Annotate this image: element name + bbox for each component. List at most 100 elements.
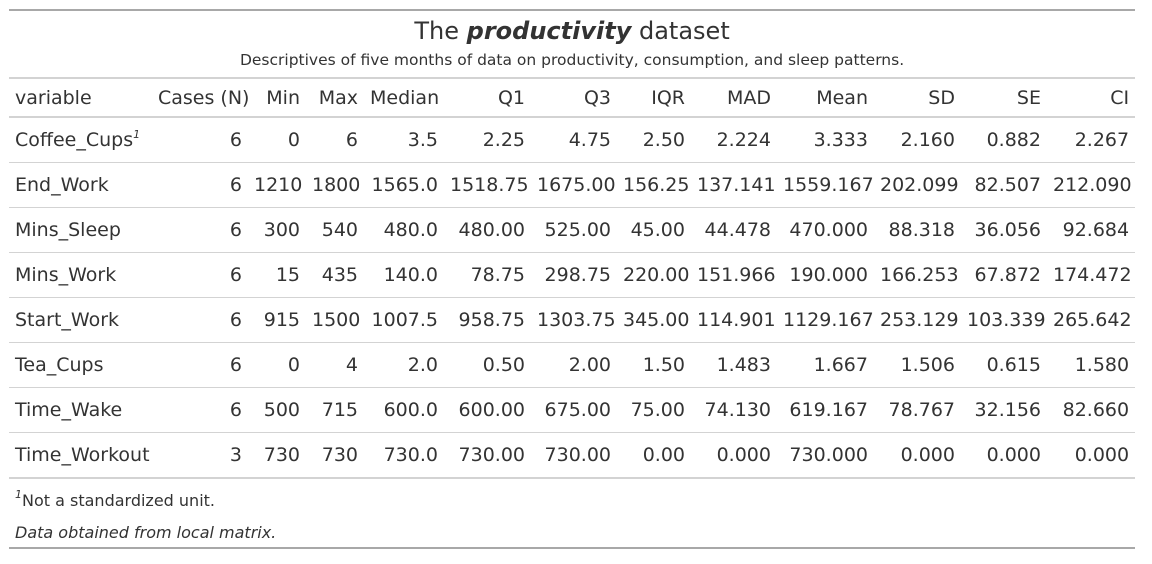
variable-cell: Mins_Work [9,252,152,298]
value-cell: 6 [306,117,364,163]
value-cell: 1.50 [617,342,691,388]
value-cell: 1.506 [874,342,961,388]
table-row: Tea_Cups 6 0 4 2.0 0.50 2.00 1.50 1.483 1.667 1.50… [9,342,1136,388]
table-body: Coffee_Cups1 6 0 6 3.5 2.25 4.75 2.50 2.224 3.333… [9,117,1136,479]
value-cell: 3.333 [777,117,874,163]
value-cell: 212.090 [1047,162,1136,208]
value-cell: 1007.5 [364,297,444,343]
table-subtitle: Descriptives of five months of data on p… [9,47,1136,79]
value-cell: 300 [248,207,306,253]
column-header: IQR [617,78,691,118]
value-cell: 730 [248,432,306,479]
value-cell: 74.130 [691,387,777,433]
value-cell: 174.472 [1047,252,1136,298]
value-cell: 1500 [306,297,364,343]
value-cell: 6 [152,117,248,163]
value-cell: 0.000 [874,432,961,479]
value-cell: 730.00 [444,432,531,479]
value-cell: 1565.0 [364,162,444,208]
variable-cell: Mins_Sleep [9,207,152,253]
table-title: The productivity dataset [9,9,1136,47]
column-header-row: variable Cases (N) Min Max Median Q1 Q3 … [9,78,1136,118]
value-cell: 2.00 [531,342,617,388]
value-cell: 1675.00 [531,162,617,208]
value-cell: 1303.75 [531,297,617,343]
column-header: Q1 [444,78,531,118]
descriptives-table: The productivity dataset Descriptives of… [9,9,1136,549]
value-cell: 0.00 [617,432,691,479]
value-cell: 253.129 [874,297,961,343]
column-header: Max [306,78,364,118]
value-cell: 480.0 [364,207,444,253]
value-cell: 15 [248,252,306,298]
variable-label: Mins_Sleep [15,219,121,241]
value-cell: 6 [152,297,248,343]
column-header: variable [9,78,152,118]
variable-cell: Coffee_Cups1 [9,117,152,163]
value-cell: 1.483 [691,342,777,388]
value-cell: 345.00 [617,297,691,343]
value-cell: 2.160 [874,117,961,163]
value-cell: 2.0 [364,342,444,388]
value-cell: 88.318 [874,207,961,253]
column-header: CI [1047,78,1136,118]
value-cell: 525.00 [531,207,617,253]
value-cell: 915 [248,297,306,343]
column-header: Min [248,78,306,118]
value-cell: 0.615 [961,342,1047,388]
value-cell: 730.000 [777,432,874,479]
source-note: Data obtained from local matrix. [9,517,1136,549]
value-cell: 36.056 [961,207,1047,253]
value-cell: 2.267 [1047,117,1136,163]
table-row: End_Work 6 1210 1800 1565.0 1518.75 1675.00 156… [9,162,1136,208]
gt-table-container: The productivity dataset Descriptives of… [9,9,1136,549]
table-row: Coffee_Cups1 6 0 6 3.5 2.25 4.75 2.50 2.224 3.333… [9,117,1136,163]
value-cell: 92.684 [1047,207,1136,253]
value-cell: 78.767 [874,387,961,433]
variable-label: Time_Workout [15,444,150,466]
table-row: Time_Wake 6 500 715 600.0 600.00 675.00 75.00 74… [9,387,1136,433]
value-cell: 1518.75 [444,162,531,208]
value-cell: 0.000 [691,432,777,479]
title-emphasis: productivity [466,17,632,45]
value-cell: 4.75 [531,117,617,163]
value-cell: 540 [306,207,364,253]
value-cell: 730.0 [364,432,444,479]
table-row: Mins_Work 6 15 435 140.0 78.75 298.75 220.00 151… [9,252,1136,298]
value-cell: 715 [306,387,364,433]
footnote: 1Not a standardized unit. [9,478,1135,517]
value-cell: 600.00 [444,387,531,433]
value-cell: 0.000 [961,432,1047,479]
value-cell: 6 [152,252,248,298]
value-cell: 4 [306,342,364,388]
value-cell: 619.167 [777,387,874,433]
value-cell: 6 [152,162,248,208]
variable-label: Time_Wake [15,399,123,421]
variable-label: Mins_Work [15,264,117,286]
variable-label: Coffee_Cups [15,129,134,151]
value-cell: 675.00 [531,387,617,433]
column-header: Mean [777,78,874,118]
value-cell: 265.642 [1047,297,1136,343]
table-row: Mins_Sleep 6 300 540 480.0 480.00 525.00 45.00 4… [9,207,1136,253]
value-cell: 958.75 [444,297,531,343]
variable-cell: Time_Workout [9,432,152,479]
value-cell: 0 [248,117,306,163]
value-cell: 1800 [306,162,364,208]
value-cell: 67.872 [961,252,1047,298]
value-cell: 82.507 [961,162,1047,208]
title-suffix: dataset [638,17,730,45]
variable-cell: Time_Wake [9,387,152,433]
value-cell: 44.478 [691,207,777,253]
table-row: Time_Workout 3 730 730 730.0 730.00 730.00 0.00… [9,432,1136,479]
value-cell: 480.00 [444,207,531,253]
value-cell: 0.000 [1047,432,1136,479]
value-cell: 3 [152,432,248,479]
footnote-mark: 1 [15,487,22,501]
value-cell: 500 [248,387,306,433]
value-cell: 82.660 [1047,387,1136,433]
value-cell: 137.141 [691,162,777,208]
value-cell: 1.667 [777,342,874,388]
value-cell: 2.25 [444,117,531,163]
value-cell: 0.50 [444,342,531,388]
